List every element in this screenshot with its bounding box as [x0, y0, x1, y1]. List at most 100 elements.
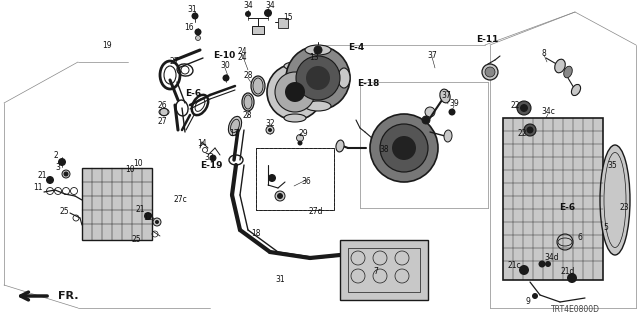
Ellipse shape — [564, 66, 572, 78]
Circle shape — [296, 134, 303, 141]
Circle shape — [482, 64, 498, 80]
Bar — [256, 148, 334, 210]
Text: E-19: E-19 — [200, 161, 222, 170]
Circle shape — [266, 126, 274, 134]
Text: 37: 37 — [427, 51, 437, 60]
Text: 24: 24 — [237, 47, 247, 57]
Text: E-6: E-6 — [185, 90, 201, 99]
Ellipse shape — [572, 84, 580, 96]
Text: 34d: 34d — [545, 253, 559, 262]
Text: 19: 19 — [102, 42, 112, 51]
Circle shape — [532, 293, 538, 299]
Ellipse shape — [228, 116, 241, 136]
Circle shape — [567, 273, 577, 283]
Text: 27: 27 — [169, 58, 179, 67]
Circle shape — [153, 218, 161, 226]
Circle shape — [275, 72, 315, 112]
Ellipse shape — [230, 119, 239, 133]
Circle shape — [545, 261, 551, 267]
Circle shape — [392, 136, 416, 160]
Circle shape — [370, 114, 438, 182]
Text: 11: 11 — [33, 183, 43, 193]
Text: 7: 7 — [374, 268, 378, 276]
Text: 28: 28 — [243, 111, 252, 121]
Circle shape — [191, 12, 198, 20]
Circle shape — [58, 158, 66, 166]
Bar — [503, 118, 603, 280]
Circle shape — [425, 107, 435, 117]
Text: 27c: 27c — [173, 196, 187, 204]
Text: 21c: 21c — [507, 260, 521, 269]
Text: 18: 18 — [252, 229, 260, 238]
Circle shape — [485, 67, 495, 77]
Text: 21: 21 — [135, 205, 145, 214]
Text: 34: 34 — [243, 2, 253, 11]
Circle shape — [296, 56, 340, 100]
Circle shape — [195, 36, 200, 41]
Circle shape — [524, 124, 536, 136]
Circle shape — [314, 46, 322, 54]
Ellipse shape — [242, 93, 254, 111]
Ellipse shape — [440, 89, 450, 103]
Bar — [278, 18, 288, 28]
Ellipse shape — [284, 114, 306, 122]
Circle shape — [519, 265, 529, 275]
Ellipse shape — [444, 130, 452, 142]
Text: 30: 30 — [220, 61, 230, 70]
Ellipse shape — [338, 68, 350, 88]
Text: 17: 17 — [229, 130, 239, 139]
Text: 2: 2 — [54, 150, 58, 159]
Text: 21: 21 — [37, 171, 47, 180]
Text: 27d: 27d — [308, 207, 323, 217]
Text: 22: 22 — [510, 100, 520, 109]
Circle shape — [245, 11, 251, 17]
Circle shape — [298, 140, 303, 146]
Text: 14: 14 — [197, 139, 207, 148]
Circle shape — [527, 126, 534, 133]
Text: 25: 25 — [59, 206, 69, 215]
Text: E-4: E-4 — [348, 43, 364, 52]
Text: TRT4E0800D: TRT4E0800D — [551, 306, 600, 315]
Bar — [252, 26, 264, 34]
Ellipse shape — [305, 45, 331, 55]
Text: 5: 5 — [604, 223, 609, 233]
Text: 22: 22 — [517, 130, 527, 139]
Text: 28: 28 — [243, 71, 253, 81]
Text: 16: 16 — [184, 23, 194, 33]
Circle shape — [306, 66, 330, 90]
Text: 13: 13 — [309, 52, 319, 61]
Ellipse shape — [251, 76, 265, 96]
Circle shape — [422, 116, 430, 124]
Ellipse shape — [305, 101, 331, 111]
Circle shape — [557, 234, 573, 250]
Circle shape — [286, 46, 350, 110]
Text: 3: 3 — [56, 164, 60, 172]
Bar — [288, 74, 300, 84]
Circle shape — [449, 108, 456, 116]
Ellipse shape — [336, 140, 344, 152]
Text: 37: 37 — [441, 92, 451, 100]
Text: 21d: 21d — [561, 268, 575, 276]
Text: E-6: E-6 — [559, 203, 575, 212]
Circle shape — [46, 176, 54, 184]
Circle shape — [520, 104, 528, 112]
Circle shape — [285, 82, 305, 102]
Text: 35: 35 — [607, 162, 617, 171]
Text: 31: 31 — [275, 276, 285, 284]
Bar — [340, 240, 428, 300]
Ellipse shape — [159, 108, 169, 116]
Text: 24: 24 — [237, 53, 247, 62]
Text: 10: 10 — [125, 165, 135, 174]
Text: 33: 33 — [204, 153, 214, 162]
Text: 29: 29 — [298, 129, 308, 138]
Ellipse shape — [253, 78, 263, 94]
Circle shape — [62, 170, 70, 178]
Circle shape — [264, 9, 272, 17]
Bar — [348, 248, 420, 292]
Text: 10: 10 — [133, 159, 143, 169]
Ellipse shape — [555, 59, 565, 73]
Text: FR.: FR. — [58, 291, 79, 301]
Text: 25: 25 — [131, 236, 141, 244]
Ellipse shape — [600, 145, 630, 255]
Text: 36: 36 — [301, 178, 311, 187]
